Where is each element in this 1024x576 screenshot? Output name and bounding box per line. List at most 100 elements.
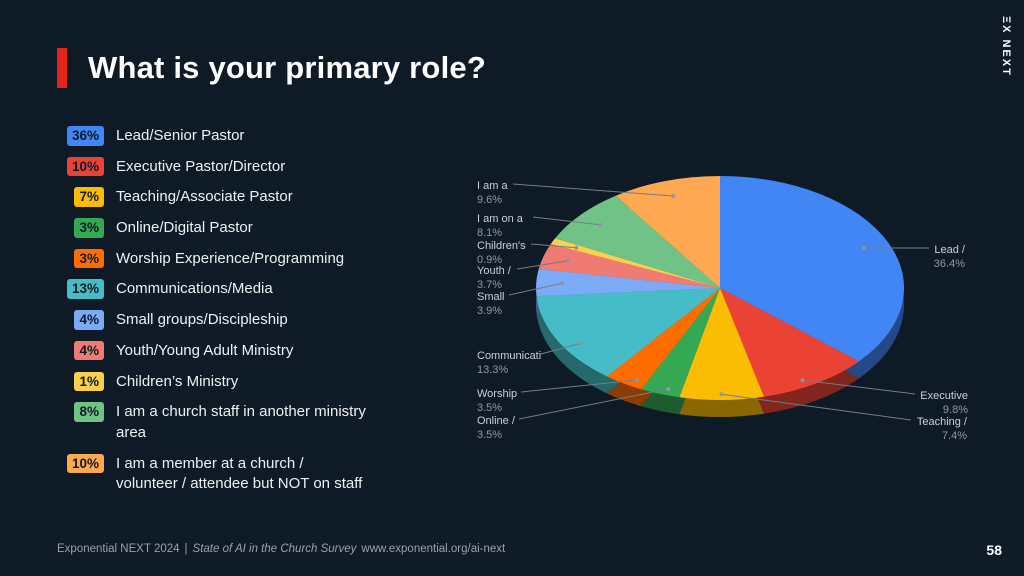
- legend-row: 10% I am a member at a church / volunteer…: [60, 453, 366, 495]
- legend-percent-badge: 3%: [74, 248, 104, 269]
- pie-slice-label-name: Small: [477, 291, 505, 303]
- pie-slice-label-name: Lead /: [934, 244, 965, 256]
- legend-percent-badge: 4%: [74, 340, 104, 361]
- pie-slice-label: Lead / 36.4%: [934, 243, 965, 272]
- legend-badge-column: 13%: [60, 279, 104, 299]
- legend-percent-badge: 4%: [74, 310, 104, 330]
- footer-url: www.exponential.org/ai-next: [361, 543, 506, 555]
- title-accent-bar: [57, 48, 67, 88]
- pie-label-leader-line: [802, 379, 916, 395]
- footer: Exponential NEXT 2024 | State of AI in the…: [57, 543, 505, 555]
- legend-row: 4% Youth/Young Adult Ministry: [60, 340, 366, 362]
- pie-slice-label-name: I am on a: [477, 213, 523, 225]
- pie-slice-label-name: Children's: [477, 240, 526, 252]
- pie-label-leader-line: [530, 243, 577, 249]
- pie-slice-label-percent: 36.4%: [933, 258, 965, 271]
- pie-slice: [641, 288, 720, 398]
- legend-percent-badge: 7%: [74, 187, 104, 207]
- pie-slice-label-percent: 3.9%: [477, 305, 503, 318]
- legend-percent-badge: 10%: [66, 453, 104, 474]
- pie-slice: [720, 288, 860, 397]
- pie-label-leader-line: [721, 393, 912, 421]
- pie-label-dot: [800, 378, 805, 383]
- pie-slice-label: I am on a 8.1%: [477, 212, 523, 241]
- pie-slice-label-name: Youth /: [477, 265, 511, 277]
- pie-slice-label: Online / 3.5%: [477, 414, 515, 443]
- pie-label-leader-line: [532, 216, 601, 226]
- legend-row: 13% Communications/Media: [60, 279, 366, 300]
- pie-slice-label: Teaching / 7.4%: [917, 415, 967, 444]
- pie-slice-label: Youth / 3.7%: [477, 264, 511, 293]
- legend-percent-badge: 1%: [74, 371, 104, 392]
- legend-label: Executive Pastor/Director: [116, 157, 286, 175]
- legend-badge-column: 3%: [60, 218, 104, 238]
- pie-label-dot: [671, 194, 675, 198]
- pie-slice-label-percent: 3.5%: [477, 402, 503, 415]
- pie-slice: [536, 288, 720, 377]
- pie-label-leader-line: [508, 282, 563, 296]
- legend-percent-badge: 36%: [66, 126, 104, 146]
- legend-row: 4% Small groups/Discipleship: [60, 310, 366, 331]
- legend-label: Youth/Young Adult Ministry: [116, 341, 294, 359]
- pie-label-dot: [578, 341, 583, 346]
- pie-slice-label: Worship 3.5%: [477, 387, 517, 416]
- pie-label-leader-line: [516, 260, 569, 270]
- pie-slice-label-percent: 13.3%: [477, 364, 509, 377]
- pie-slice-label: Communicati 13.3%: [477, 349, 541, 378]
- legend-row: 36% Lead/Senior Pastor: [60, 126, 366, 147]
- pie-chart-3d: [508, 176, 929, 421]
- legend-label: Lead/Senior Pastor: [116, 127, 245, 144]
- pie-label-dot: [635, 378, 639, 382]
- legend-badge-column: 3%: [60, 248, 104, 269]
- pie-slice-label-percent: 3.7%: [477, 279, 503, 292]
- page-number: 58: [986, 542, 1002, 558]
- pie-label-leader-line: [520, 379, 638, 393]
- pie-slice: [536, 268, 720, 297]
- pie-slice-label: Children's 0.9%: [477, 239, 526, 268]
- legend-label: Worship Experience/Programming: [116, 249, 345, 267]
- legend-percent-badge: 10%: [66, 156, 104, 177]
- pie-label-dot: [566, 258, 571, 263]
- legend-badge-column: 8%: [60, 402, 104, 422]
- pie-slice-label-name: Communicati: [477, 350, 542, 362]
- pie-slice-label-name: Teaching /: [916, 416, 967, 428]
- pie-slice: [555, 195, 720, 288]
- legend-percent-badge: 3%: [74, 218, 104, 238]
- pie-slice-label-percent: 7.4%: [941, 430, 967, 443]
- pie-slice-label-percent: 8.1%: [477, 227, 503, 240]
- footer-event: Exponential NEXT 2024: [57, 543, 180, 555]
- pie-slice: [606, 288, 720, 390]
- footer-separator: |: [184, 543, 188, 555]
- pie-slice: [550, 238, 720, 288]
- legend-badge-column: 4%: [60, 340, 104, 361]
- pie-slice-label-name: I am a: [477, 180, 508, 192]
- legend-badge-column: 10%: [60, 156, 104, 177]
- pie-slice-label: I am a 9.6%: [477, 179, 508, 208]
- pie-label-leader-line: [512, 183, 674, 197]
- legend-label: Communications/Media: [116, 280, 273, 298]
- pie-slice-label-name: Online /: [477, 415, 515, 427]
- legend-badge-column: 36%: [60, 126, 104, 146]
- pie-slice: [615, 176, 720, 288]
- pie-chart-area: Lead / 36.4% Executive 9.8% Teaching / 7.4% On…: [455, 158, 1015, 473]
- pie-label-dot: [598, 222, 603, 227]
- legend-badge-column: 7%: [60, 187, 104, 207]
- pie-slice-label-percent: 3.5%: [477, 429, 503, 442]
- pie-slice-label: Small 3.9%: [477, 290, 505, 319]
- page-title: What is your primary role?: [88, 50, 486, 85]
- legend-percent-badge: 13%: [66, 279, 104, 299]
- legend-row: 3% Worship Experience/Programming: [60, 248, 366, 270]
- pie-slice: [538, 244, 720, 288]
- pie-label-dot: [559, 281, 564, 286]
- title-row: What is your primary role?: [57, 48, 486, 88]
- legend-label: Children’s Ministry: [116, 372, 239, 390]
- legend-percent-badge: 8%: [74, 402, 104, 422]
- legend-row: 3% Online/Digital Pastor: [60, 218, 366, 239]
- legend-label: Small groups/Discipleship: [116, 311, 288, 329]
- legend-row: 8% I am a church staff in another ministr…: [60, 402, 366, 443]
- pie-slice: [679, 288, 765, 401]
- legend-label: I am a member at a church / volunteer / …: [116, 454, 363, 493]
- legend-label: Teaching/Associate Pastor: [116, 188, 293, 206]
- pie-slice-label-name: Worship: [477, 388, 518, 400]
